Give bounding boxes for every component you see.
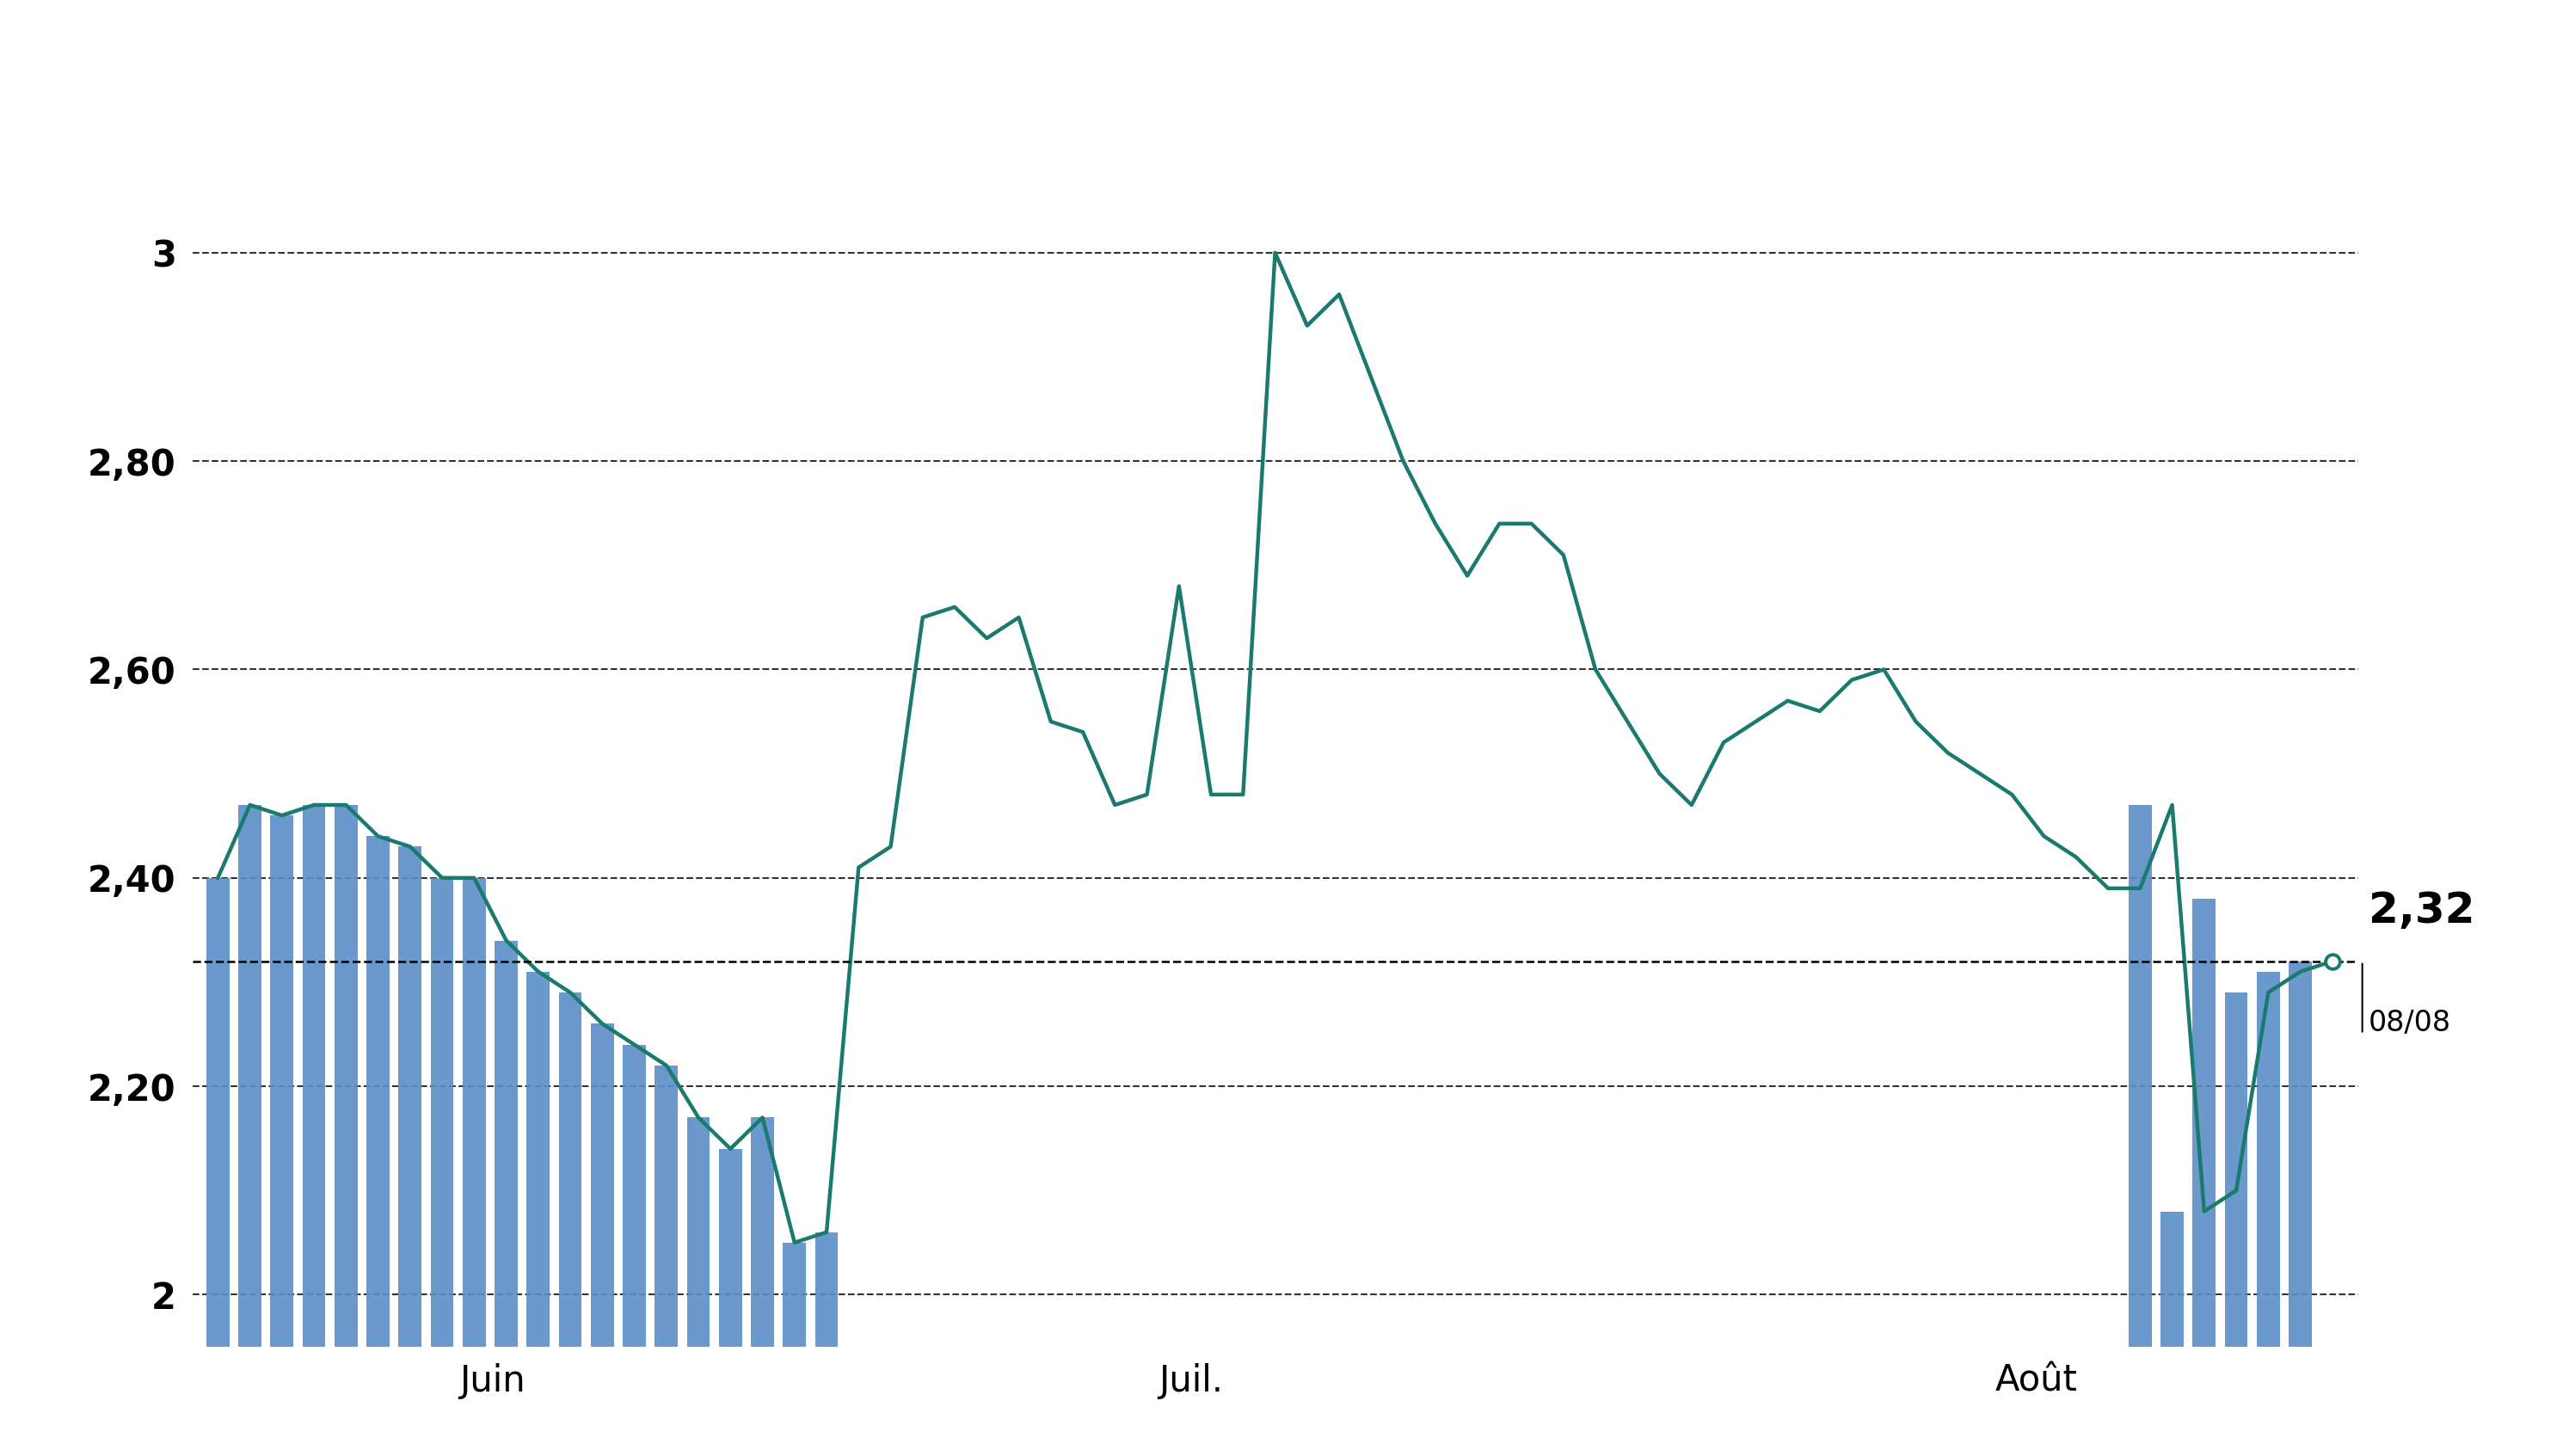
Bar	[623, 1044, 646, 1347]
Bar	[815, 1232, 838, 1347]
Bar	[784, 1242, 805, 1347]
Bar	[2161, 1211, 2184, 1347]
Bar	[272, 815, 292, 1347]
Bar	[718, 1149, 743, 1347]
Bar	[2127, 805, 2153, 1347]
Bar	[2258, 971, 2281, 1347]
Bar	[528, 971, 551, 1347]
Text: MCPHY ENERGY: MCPHY ENERGY	[974, 33, 1589, 100]
Bar	[559, 993, 582, 1347]
Bar	[2289, 961, 2312, 1347]
Bar	[589, 1024, 615, 1347]
Bar	[367, 836, 390, 1347]
Text: 2,32: 2,32	[2368, 890, 2476, 932]
Bar	[238, 805, 261, 1347]
Bar	[431, 878, 454, 1347]
Bar	[656, 1066, 677, 1347]
Text: 08/08: 08/08	[2368, 1009, 2450, 1038]
Bar	[333, 805, 356, 1347]
Bar	[687, 1118, 710, 1347]
Bar	[302, 805, 326, 1347]
Bar	[751, 1118, 774, 1347]
Bar	[2194, 898, 2217, 1347]
Bar	[205, 878, 231, 1347]
Bar	[461, 878, 484, 1347]
Bar	[2225, 993, 2248, 1347]
Bar	[400, 846, 420, 1347]
Bar	[495, 941, 518, 1347]
